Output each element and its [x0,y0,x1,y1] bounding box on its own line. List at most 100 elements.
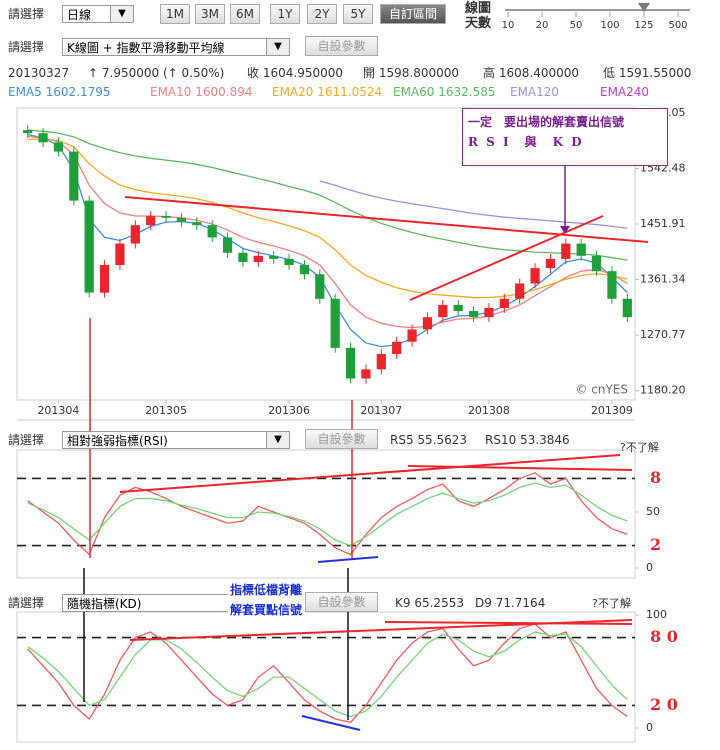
candle-body [284,258,294,266]
candle-body [361,369,371,379]
candle-body [422,317,433,330]
annotation-line: 一定 要出場的解套賣出信號 [468,115,625,129]
annotation-line: 解套買點信號 [230,603,303,617]
range-button[interactable]: 2Y [307,4,337,24]
dropdown-arrow[interactable]: ▼ [266,39,289,55]
series-line [27,129,628,261]
annotation-mark [119,454,621,493]
candle-body [453,304,463,312]
series-line [27,482,628,547]
note: ?不了解 [592,597,631,610]
dropdown-arrow[interactable]: ▼ [266,432,289,448]
legend-name: EMA120 [510,85,560,99]
range-button[interactable]: 3M [195,4,225,24]
candle-body [515,283,525,299]
candle-body [376,353,386,370]
quote-change: ↑ 7.950000 (↑ 0.50%) [88,66,225,80]
params-button[interactable]: 自設參數 [305,592,378,612]
kd-frame [16,611,636,743]
slider-tick-label: 500 [668,20,687,31]
label: 收 [247,66,260,80]
candle-body [484,307,494,318]
range-button[interactable]: 1Y [270,4,300,24]
series-line [319,180,628,229]
legend-name: EMA10 [150,85,192,99]
params-button[interactable]: 自設參數 [305,36,378,56]
readout: D9 71.7164 [475,597,545,609]
candle-body [345,347,356,379]
legend-value: 1602.1795 [45,85,111,99]
range-button[interactable]: 5Y [343,4,373,24]
dropdown-arrow[interactable]: ▼ [110,6,133,22]
series-line [27,138,628,299]
y-tick-label: 1270.77 [640,328,686,341]
series-line [27,623,628,724]
legend-value: 1600.894 [195,85,253,99]
legend-entry: EMA240 [600,86,650,98]
slider-tick-label: 100 [600,20,619,31]
candle-body [38,133,48,143]
chart-type-select[interactable]: K線圖 + 指數平滑移動平均線 ▼ [62,38,290,56]
select-label: 請選擇 [8,7,45,21]
annotation-mark [301,715,361,731]
annotation-line: 指標低檔背離 [230,583,303,597]
candle-body [84,200,94,293]
range-button[interactable]: 6M [230,4,260,24]
period-value: 日線 [67,8,92,22]
annotation-line: R S I 與 K D [468,135,584,149]
value: 55.5623 [417,433,468,447]
slider-tick-label: 50 [570,20,583,31]
x-tick-label: 201304 [37,404,79,417]
legend-name: EMA20 [272,85,314,99]
y-tick-label: 1180.20 [640,384,686,397]
label: 高 [483,66,496,80]
series-line [27,472,628,556]
candle-body [269,255,279,259]
candle-body [130,225,140,244]
value: 1598.800000 [378,66,460,80]
select-label: 請選擇 [8,596,45,610]
readout: RS10 53.3846 [485,434,570,446]
legend-entry: EMA120 [510,85,560,99]
value: 71.7164 [495,596,546,610]
quote-low: 低 1591.55000 [603,67,691,79]
annotation-mark [407,465,633,471]
range-button[interactable]: 1M [160,4,190,24]
level-label: 8 0 [650,627,678,646]
candle-body [315,274,325,299]
candle-body [622,298,632,318]
params-button[interactable]: 自設參數 [305,429,378,449]
candle-body [438,304,448,318]
y-tick-label: 1361.34 [640,273,686,286]
value: 1604.950000 [262,66,344,80]
annotation-mark [317,556,379,563]
annotation-mark [384,621,633,625]
annotation-mark [560,226,570,234]
period-select[interactable]: 日線 ▼ [62,5,134,23]
slider-tick-label: 20 [536,20,549,31]
candle-body [468,311,479,318]
candle-body [176,217,187,223]
legend-name: EMA60 [393,85,435,99]
candle-body [253,255,263,262]
annotation-box: 一定 要出場的解套賣出信號 R S I 與 K D [462,108,668,166]
candle-body [192,222,202,226]
indicator-select[interactable]: 相對強弱指標(RSI) ▼ [62,431,290,449]
y-tick-label: 1451.91 [640,217,686,230]
slider-tick-label: 10 [502,20,515,31]
select-label: 請選擇 [8,433,45,447]
custom-range-button[interactable]: 自訂區間 [380,4,446,24]
name: RS10 [485,433,517,447]
candle-body [530,268,540,284]
annotation-mark [124,196,649,243]
annotation: 指標低檔背離 解套買點信號 [228,580,305,620]
y-tick-label: 0 [646,561,653,574]
candle-body [299,265,310,275]
candle-body [23,130,33,134]
candle-body [99,265,110,293]
days-label: 線圖 [465,1,492,16]
candle-body [53,142,64,152]
value: 1591.55000 [618,66,692,80]
chart-type-value: K線圖 + 指數平滑移動平均線 [67,41,225,55]
